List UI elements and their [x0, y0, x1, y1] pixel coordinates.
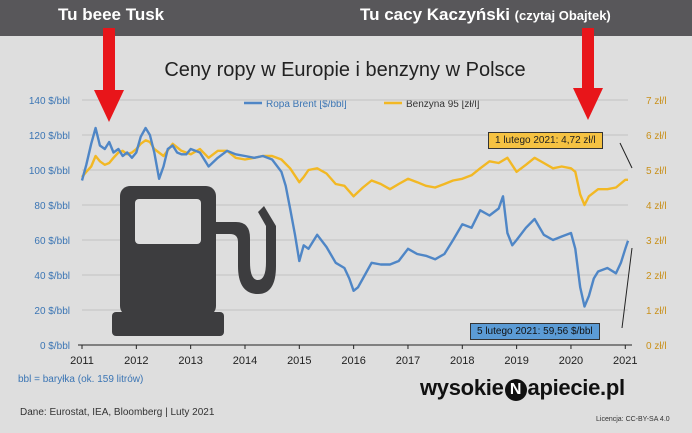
- x-tick-label: 2019: [504, 355, 528, 367]
- x-tick-label: 2013: [178, 355, 202, 367]
- y-right-tick-label: 7 zł/l: [646, 96, 667, 107]
- legend-label-benzyna: Benzyna 95 [zł/l]: [406, 99, 480, 110]
- y-left-tick-label: 40 $/bbl: [34, 271, 70, 282]
- y-right-tick-label: 3 zł/l: [646, 236, 667, 247]
- x-tick-label: 2021: [613, 355, 637, 367]
- y-left-tick-label: 0 $/bbl: [40, 341, 70, 352]
- x-tick-label: 2012: [124, 355, 148, 367]
- callout-benzyna: 1 lutego 2021: 4,72 zł/l: [488, 132, 603, 149]
- heading-right-main: Tu cacy Kaczyński: [360, 5, 510, 24]
- callout-leader-benzyna: [619, 142, 633, 169]
- y-left-tick-label: 100 $/bbl: [29, 166, 70, 177]
- x-tick-label: 2017: [396, 355, 420, 367]
- footnote: bbl = baryłka (ok. 159 litrów): [18, 374, 144, 385]
- legend-label-ropa: Ropa Brent [$/bbl]: [266, 99, 347, 110]
- y-right-tick-label: 6 zł/l: [646, 131, 667, 142]
- heading-right: Tu cacy Kaczyński (czytaj Obajtek): [360, 5, 611, 25]
- x-tick-label: 2015: [287, 355, 311, 367]
- y-right-tick-label: 1 zł/l: [646, 306, 667, 317]
- y-right-axis-ticks: 0 zł/l 1 zł/l 2 zł/l 3 zł/l 4 zł/l 5 zł/l 6 zł…: [646, 96, 667, 352]
- brand-text-before: wysokie: [420, 375, 504, 400]
- x-tick-label: 2011: [70, 355, 94, 367]
- y-right-tick-label: 5 zł/l: [646, 166, 667, 177]
- x-tick-label: 2014: [233, 355, 257, 367]
- arrow-down-icon-left: [94, 28, 124, 122]
- license: Licencja: CC-BY-SA 4.0: [596, 416, 670, 423]
- legend: Ropa Brent [$/bbl] Benzyna 95 [zł/l]: [244, 99, 480, 110]
- x-axis-ticks: 2011 2012 2013 2014 2015 2016 2017 2018 2019 2020…: [70, 345, 638, 367]
- callout-leader-ropa: [621, 247, 633, 329]
- y-left-tick-label: 80 $/bbl: [34, 201, 70, 212]
- chart-title: Ceny ropy w Europie i benzyny w Polsce: [164, 59, 525, 81]
- y-left-tick-label: 140 $/bbl: [29, 96, 70, 107]
- y-left-tick-label: 20 $/bbl: [34, 306, 70, 317]
- y-left-axis-ticks: 0 $/bbl 20 $/bbl 40 $/bbl 60 $/bbl 80 $/bbl 1…: [29, 96, 70, 352]
- x-tick-label: 2016: [341, 355, 365, 367]
- heading-right-small: (czytaj Obajtek): [514, 8, 611, 23]
- x-tick-label: 2020: [559, 355, 583, 367]
- callout-ropa: 5 lutego 2021: 59,56 $/bbl: [470, 323, 600, 340]
- y-left-tick-label: 60 $/bbl: [34, 236, 70, 247]
- brand-text-after: apiecie.pl: [527, 375, 626, 400]
- y-left-tick-label: 120 $/bbl: [29, 131, 70, 142]
- y-right-tick-label: 4 zł/l: [646, 201, 667, 212]
- y-right-tick-label: 0 zł/l: [646, 341, 667, 352]
- fuel-pump-icon: [112, 186, 276, 336]
- header-band: [0, 0, 692, 36]
- arrow-down-icon-right: [573, 28, 603, 120]
- x-tick-label: 2018: [450, 355, 474, 367]
- data-source: Dane: Eurostat, IEA, Bloomberg | Luty 20…: [20, 407, 215, 418]
- series-line-ropa: [80, 126, 630, 308]
- heading-left: Tu beee Tusk: [58, 5, 165, 24]
- y-right-tick-label: 2 zł/l: [646, 271, 667, 282]
- series-layer: [80, 126, 630, 308]
- lightning-icon: N: [504, 379, 527, 401]
